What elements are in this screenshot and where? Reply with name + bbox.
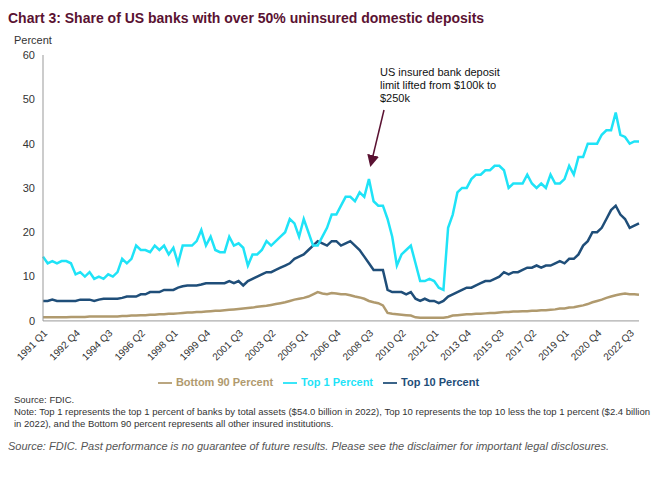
- svg-text:2020 Q4: 2020 Q4: [569, 327, 604, 362]
- html-text:Note: Top 1 represents the top: Note: Top 1 represents the top 1 percent…: [14, 406, 650, 429]
- svg-text:2015 Q3: 2015 Q3: [471, 327, 506, 362]
- svg-text:0: 0: [29, 315, 35, 327]
- html-text:Percent: Percent: [14, 34, 52, 46]
- svg-text:1991 Q1: 1991 Q1: [15, 327, 50, 362]
- svg-text:10: 10: [23, 270, 35, 282]
- svg-text:1998 Q1: 1998 Q1: [145, 327, 180, 362]
- html-text:Source: FDIC.: Source: FDIC.: [14, 394, 75, 405]
- svg-text:2005 Q1: 2005 Q1: [275, 327, 310, 362]
- svg-text:1994 Q3: 1994 Q3: [80, 327, 115, 362]
- svg-text:20: 20: [23, 226, 35, 238]
- svg-text:2022 Q3: 2022 Q3: [601, 327, 636, 362]
- svg-text:2008 Q3: 2008 Q3: [340, 327, 375, 362]
- html-text:Bottom 90 Percent: Bottom 90 Percent: [175, 375, 274, 388]
- svg-text:2010 Q2: 2010 Q2: [373, 327, 408, 362]
- svg-text:2006 Q4: 2006 Q4: [308, 327, 343, 362]
- svg-text:1996 Q2: 1996 Q2: [112, 327, 147, 362]
- svg-text:1992 Q4: 1992 Q4: [47, 327, 82, 362]
- svg-text:2017 Q2: 2017 Q2: [503, 327, 538, 362]
- html-text:Chart 3: Share of US banks wit: Chart 3: Share of US banks with over 50%…: [8, 10, 485, 26]
- svg-text:2019 Q1: 2019 Q1: [536, 327, 571, 362]
- svg-text:2012 Q1: 2012 Q1: [406, 327, 441, 362]
- svg-text:2013 Q4: 2013 Q4: [438, 327, 473, 362]
- svg-text:1999 Q4: 1999 Q4: [177, 327, 212, 362]
- html-text:Top 1 Percent: Top 1 Percent: [301, 375, 373, 388]
- html-text:Source: FDIC. Past performance: Source: FDIC. Past performance is no gua…: [8, 440, 609, 452]
- html-text:US insured bank deposit limit: US insured bank deposit limit lifted fro…: [380, 66, 500, 104]
- svg-text:2003 Q2: 2003 Q2: [243, 327, 278, 362]
- svg-text:50: 50: [23, 93, 35, 105]
- html-text:Top 10 Percent: Top 10 Percent: [401, 375, 480, 388]
- svg-text:30: 30: [23, 182, 35, 194]
- svg-text:2001 Q3: 2001 Q3: [210, 327, 245, 362]
- svg-text:60: 60: [23, 49, 35, 61]
- svg-text:40: 40: [23, 138, 35, 150]
